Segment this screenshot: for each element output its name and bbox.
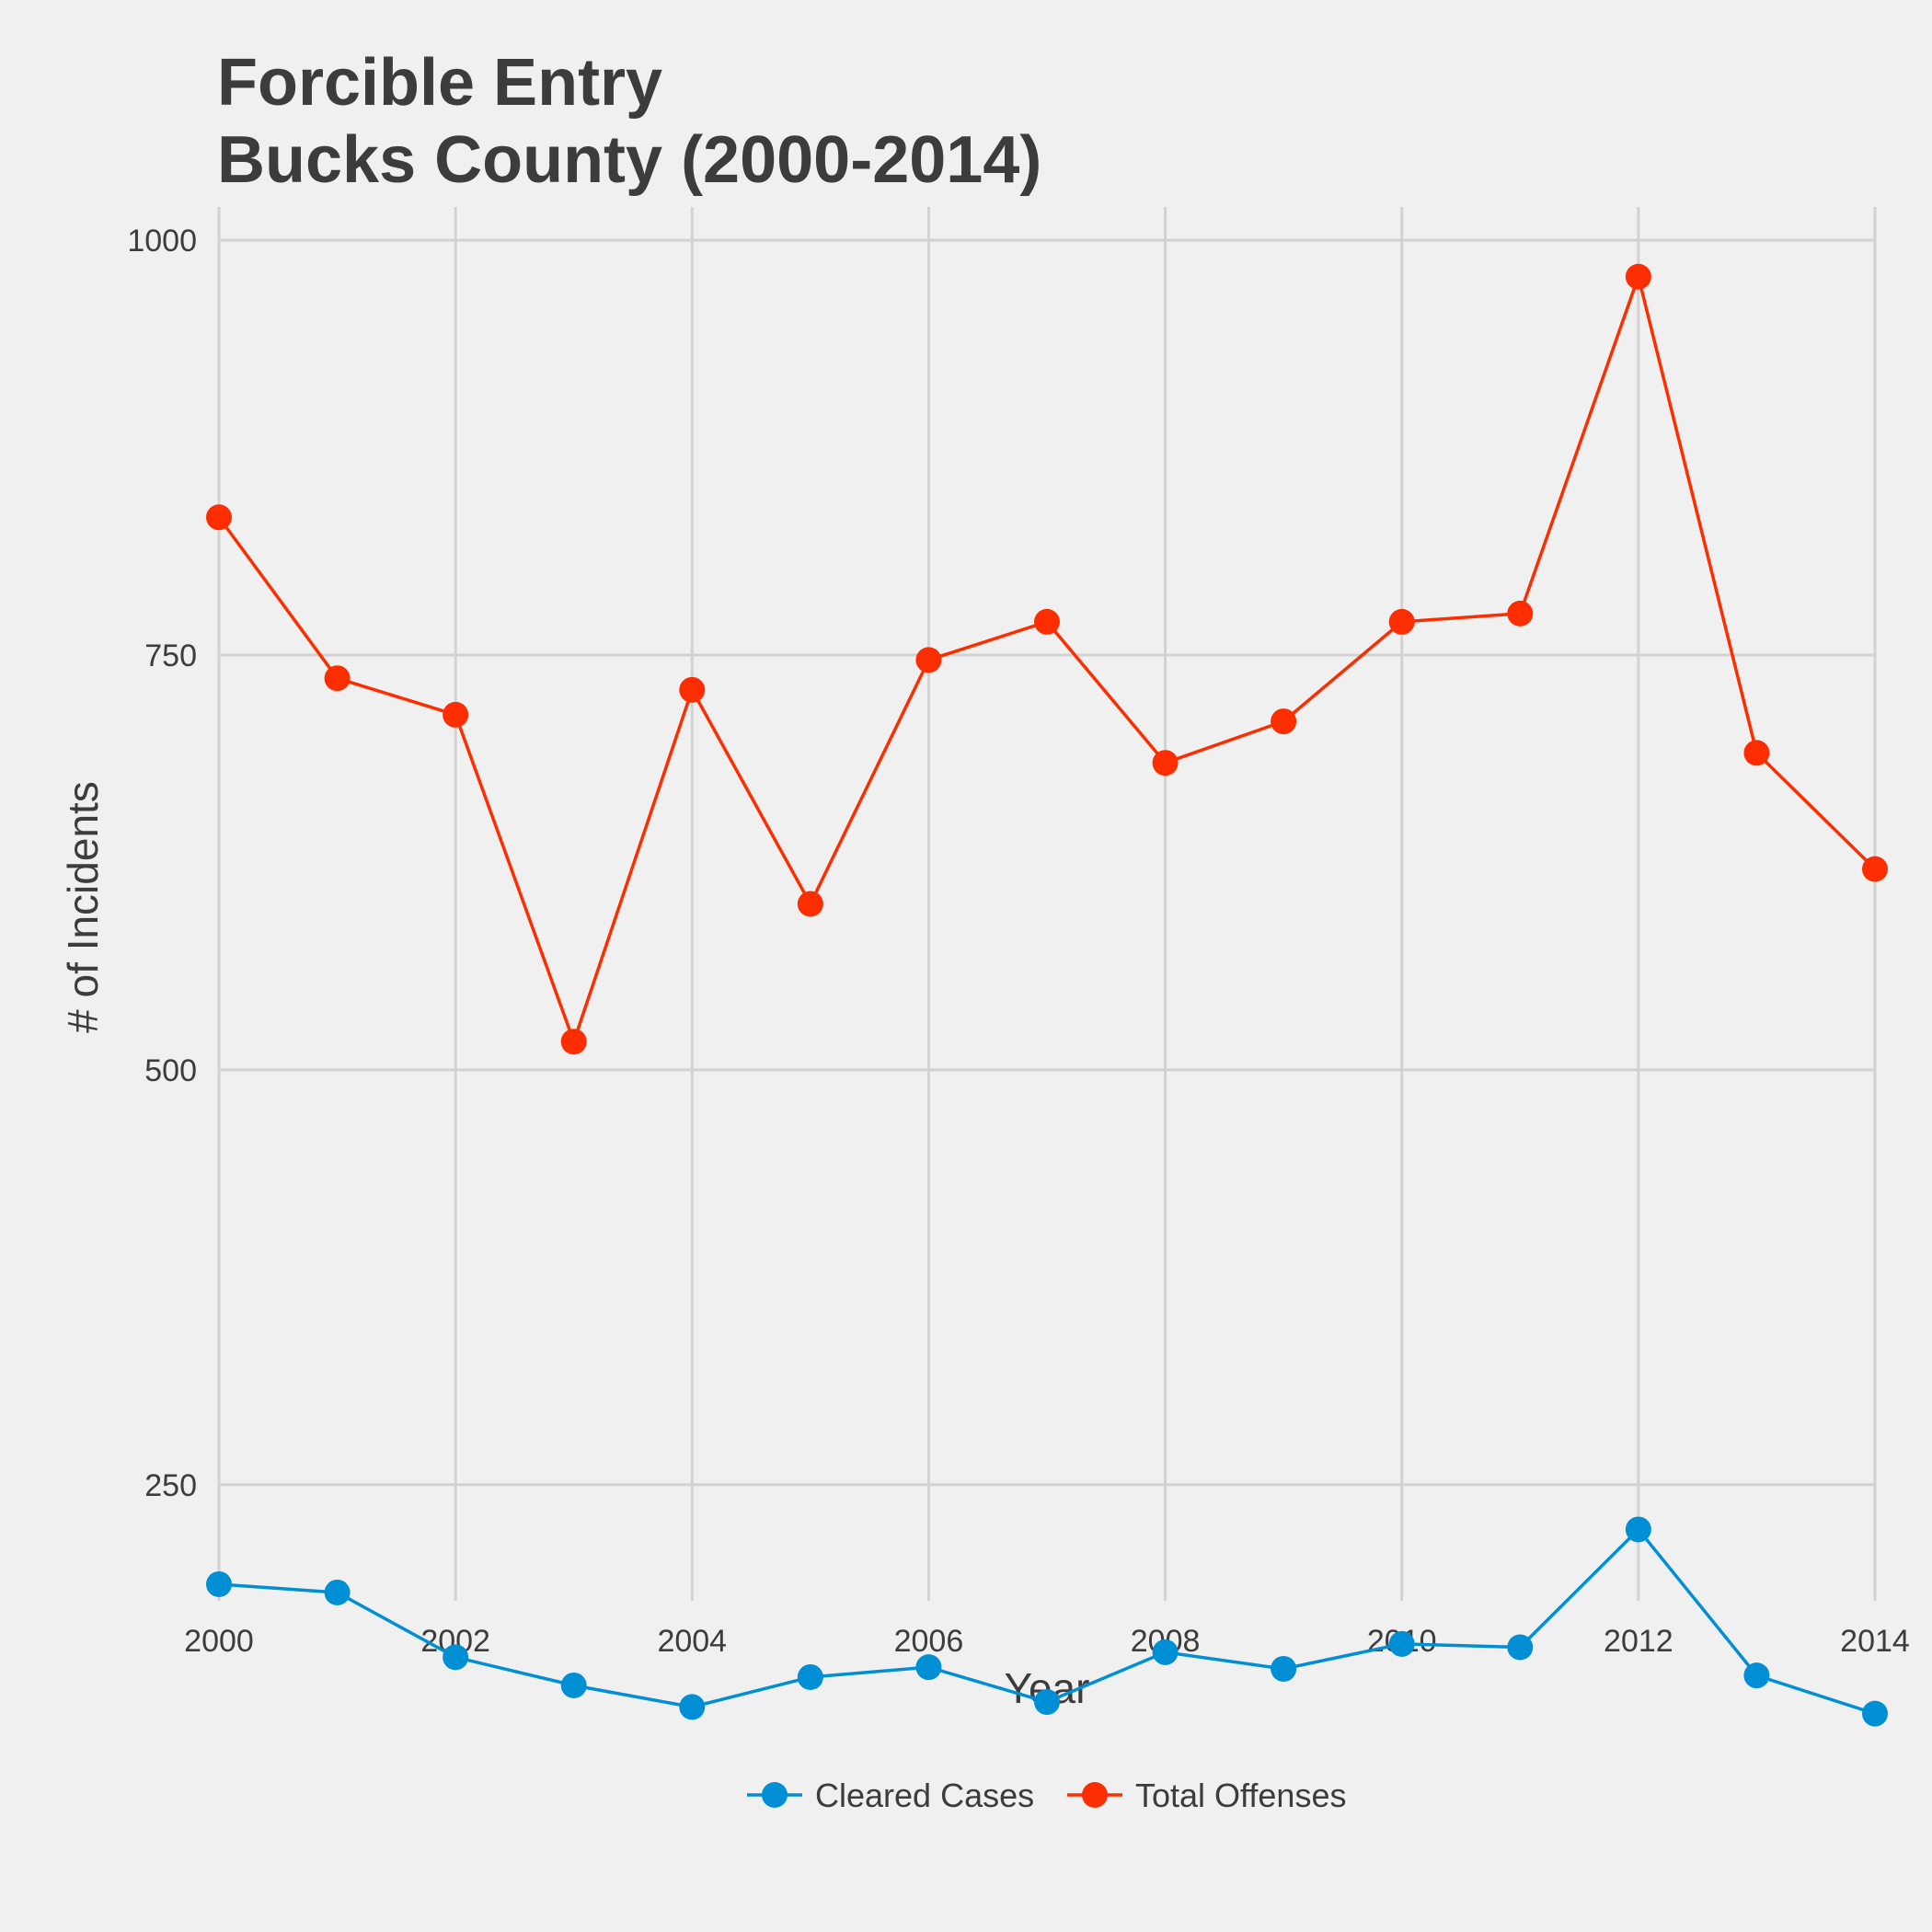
y-tick-label: 1000 <box>127 224 197 259</box>
data-point-total-offenses <box>797 891 823 917</box>
data-point-total-offenses <box>443 701 469 728</box>
data-point-total-offenses <box>206 504 232 531</box>
legend: Cleared Cases Total Offenses <box>747 1777 1346 1814</box>
x-tick-label: 2004 <box>657 1624 727 1659</box>
y-axis-label: # of Incidents <box>59 781 107 1033</box>
legend-item-total-offenses: Total Offenses <box>1067 1777 1346 1814</box>
data-point-cleared-cases <box>1862 1700 1888 1727</box>
series-total-offenses <box>206 263 1888 1055</box>
data-point-total-offenses <box>560 1029 587 1055</box>
data-point-cleared-cases <box>324 1579 351 1605</box>
x-tick-label: 2012 <box>1604 1624 1673 1659</box>
data-point-cleared-cases <box>443 1644 469 1671</box>
data-point-total-offenses <box>1271 708 1297 735</box>
data-point-total-offenses <box>1034 608 1060 635</box>
data-point-total-offenses <box>915 647 942 673</box>
series <box>206 263 1888 1727</box>
data-point-cleared-cases <box>797 1663 823 1690</box>
y-tick-label: 500 <box>144 1053 197 1088</box>
data-point-total-offenses <box>1152 750 1179 776</box>
legend-label: Cleared Cases <box>815 1777 1034 1814</box>
data-point-total-offenses <box>324 665 351 692</box>
chart-subtitle: Bucks County (2000-2014) <box>217 123 1041 197</box>
data-point-cleared-cases <box>1152 1639 1179 1665</box>
data-point-total-offenses <box>1743 740 1770 766</box>
data-point-cleared-cases <box>915 1654 942 1681</box>
data-point-cleared-cases <box>560 1672 587 1698</box>
legend-label: Total Offenses <box>1135 1777 1346 1814</box>
data-point-cleared-cases <box>1034 1689 1060 1716</box>
data-point-total-offenses <box>1862 856 1888 882</box>
series-cleared-cases <box>206 1516 1888 1727</box>
chart-title: Forcible Entry <box>217 46 662 120</box>
tick-labels: 2000200220042006200820102012201425050075… <box>127 224 1909 1659</box>
x-tick-label: 2000 <box>184 1624 254 1659</box>
y-tick-label: 750 <box>144 638 197 673</box>
series-line-total-offenses <box>217 270 1877 1047</box>
data-point-total-offenses <box>1625 263 1651 290</box>
legend-item-cleared-cases: Cleared Cases <box>747 1777 1034 1814</box>
grid <box>217 207 1877 1601</box>
data-point-total-offenses <box>1388 608 1415 635</box>
data-point-total-offenses <box>679 676 706 703</box>
data-point-cleared-cases <box>1388 1630 1415 1657</box>
legend-key-point <box>762 1782 788 1808</box>
data-point-cleared-cases <box>1271 1655 1297 1682</box>
x-tick-label: 2006 <box>894 1624 964 1659</box>
data-point-cleared-cases <box>1507 1634 1534 1661</box>
y-tick-label: 250 <box>144 1468 197 1503</box>
data-point-total-offenses <box>1507 600 1534 627</box>
data-point-cleared-cases <box>1743 1662 1770 1689</box>
data-point-cleared-cases <box>206 1570 232 1597</box>
x-tick-label: 2014 <box>1840 1624 1910 1659</box>
legend-key-point <box>1082 1782 1108 1808</box>
data-point-cleared-cases <box>1625 1516 1651 1543</box>
data-point-cleared-cases <box>679 1694 706 1720</box>
